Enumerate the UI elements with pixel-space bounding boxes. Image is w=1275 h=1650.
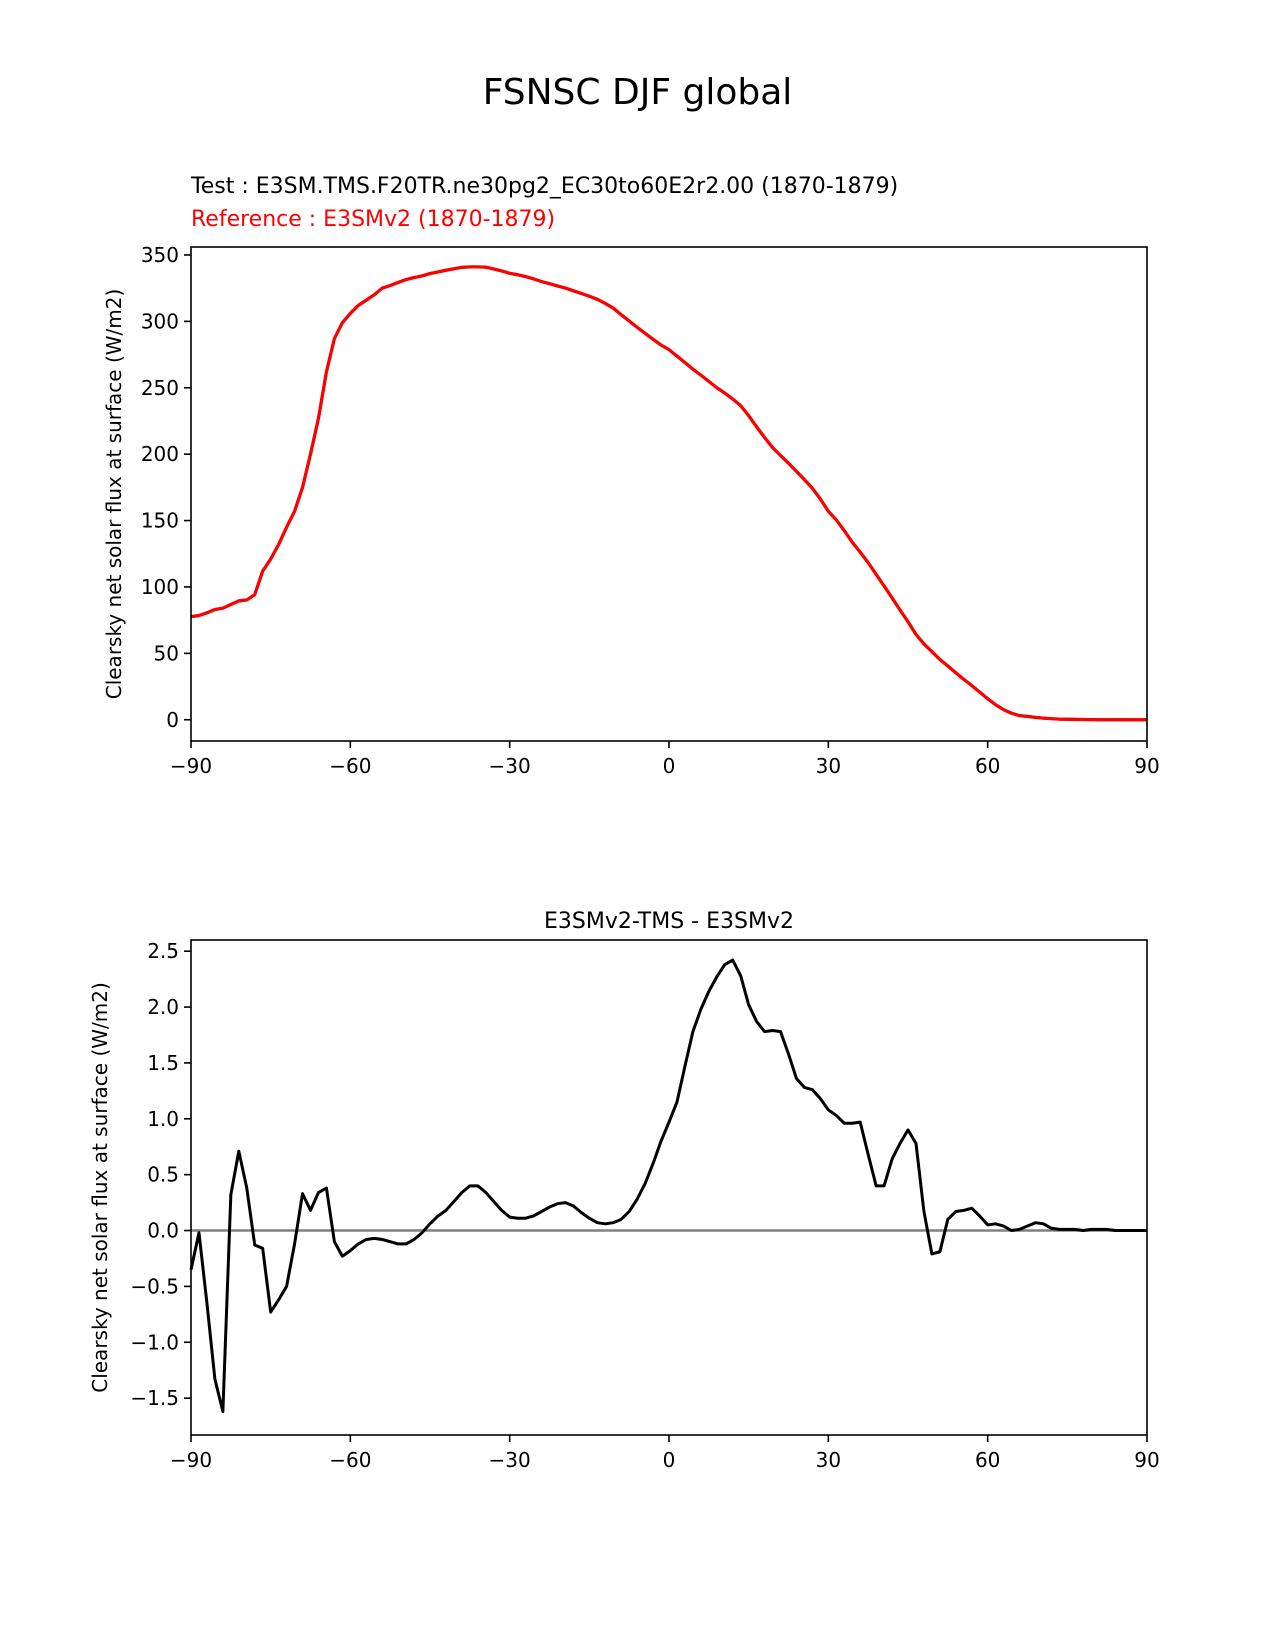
x-tick-label: −60 — [329, 754, 371, 778]
x-tick-label: −60 — [329, 1448, 371, 1472]
y-tick-label: 200 — [141, 442, 179, 466]
reference-label: Reference : E3SMv2 (1870-1879) — [191, 207, 556, 232]
figure-title: FSNSC DJF global — [482, 72, 793, 113]
plot-title: E3SMv2-TMS - E3SMv2 — [544, 909, 794, 934]
y-axis-label: Clearsky net solar flux at surface (W/m2… — [102, 289, 126, 700]
x-tick-label: 0 — [663, 1448, 676, 1472]
series-line-test — [190, 265, 1147, 722]
y-tick-label: 300 — [141, 309, 179, 333]
axes-frame — [190, 939, 1148, 1436]
y-tick-label: −0.5 — [130, 1274, 179, 1298]
y-tick-label: 350 — [141, 243, 179, 267]
x-tick-label: 60 — [975, 1448, 1000, 1472]
y-tick-label: 250 — [141, 376, 179, 400]
x-tick-label: −90 — [170, 754, 212, 778]
x-tick-label: 90 — [1134, 1448, 1159, 1472]
test-label: Test : E3SM.TMS.F20TR.ne30pg2_EC30to60E2… — [191, 174, 899, 199]
x-tick-label: −30 — [489, 1448, 531, 1472]
y-tick-label: 1.5 — [147, 1051, 179, 1075]
y-tick-label: 2.5 — [147, 939, 179, 963]
plot-1: −90 −60 −30 0 30 60 90 0 50 100 150 200 250 300 350 Cle… — [102, 243, 1160, 778]
y-tick-label: 2.0 — [147, 995, 179, 1019]
x-tick-label: 60 — [975, 754, 1000, 778]
y-tick-label: 50 — [154, 641, 179, 665]
x-tick-label: −90 — [170, 1448, 212, 1472]
x-tick-label: 30 — [816, 754, 841, 778]
axes-frame — [190, 246, 1148, 742]
y-tick-label: 0.0 — [147, 1219, 179, 1243]
x-tick-label: −30 — [489, 754, 531, 778]
y-tick-label: 100 — [141, 575, 179, 599]
y-tick-label: 1.0 — [147, 1107, 179, 1131]
x-tick-label: 0 — [663, 754, 676, 778]
y-tick-label: −1.0 — [130, 1330, 179, 1354]
y-tick-label: 150 — [141, 509, 179, 533]
y-tick-label: 0.5 — [147, 1163, 179, 1187]
y-axis-label: Clearsky net solar flux at surface (W/m2… — [88, 982, 112, 1393]
y-tick-label: −1.5 — [130, 1386, 179, 1410]
y-tick-label: 0 — [166, 708, 179, 732]
plot-2: −90 −60 −30 0 30 60 90 −1.5 −1.0 −0.5 0.0 0.5 1.0 1.5… — [88, 909, 1160, 1472]
x-tick-label: 30 — [816, 1448, 841, 1472]
x-tick-label: 90 — [1134, 754, 1159, 778]
series-line-reference — [190, 265, 1147, 722]
series-line-e3smv2-tms-e3smv2 — [189, 958, 1147, 1414]
